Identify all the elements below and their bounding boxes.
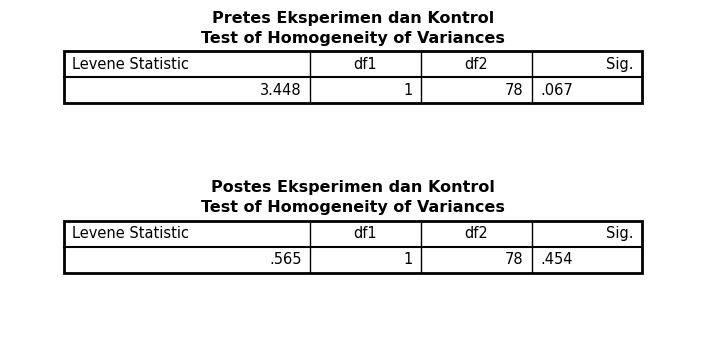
- Text: df1: df1: [354, 57, 377, 72]
- Bar: [64, 51, 642, 103]
- Text: 78: 78: [505, 252, 523, 267]
- Text: Sig.: Sig.: [606, 57, 634, 72]
- Text: Test of Homogeneity of Variances: Test of Homogeneity of Variances: [201, 31, 505, 46]
- Text: 3.448: 3.448: [260, 83, 301, 98]
- Text: Postes Eksperimen dan Kontrol: Postes Eksperimen dan Kontrol: [211, 180, 495, 195]
- Text: 78: 78: [505, 83, 523, 98]
- Text: df1: df1: [354, 226, 377, 241]
- Text: 1: 1: [403, 252, 412, 267]
- Text: .067: .067: [540, 83, 573, 98]
- Text: 1: 1: [403, 83, 412, 98]
- Bar: [64, 221, 642, 273]
- Text: Levene Statistic: Levene Statistic: [72, 57, 189, 72]
- Text: df2: df2: [465, 226, 488, 241]
- Text: Sig.: Sig.: [606, 226, 634, 241]
- Text: .565: .565: [269, 252, 301, 267]
- Text: Levene Statistic: Levene Statistic: [72, 226, 189, 241]
- Text: Pretes Eksperimen dan Kontrol: Pretes Eksperimen dan Kontrol: [212, 11, 494, 26]
- Text: .454: .454: [540, 252, 573, 267]
- Text: Test of Homogeneity of Variances: Test of Homogeneity of Variances: [201, 200, 505, 215]
- Text: df2: df2: [465, 57, 488, 72]
